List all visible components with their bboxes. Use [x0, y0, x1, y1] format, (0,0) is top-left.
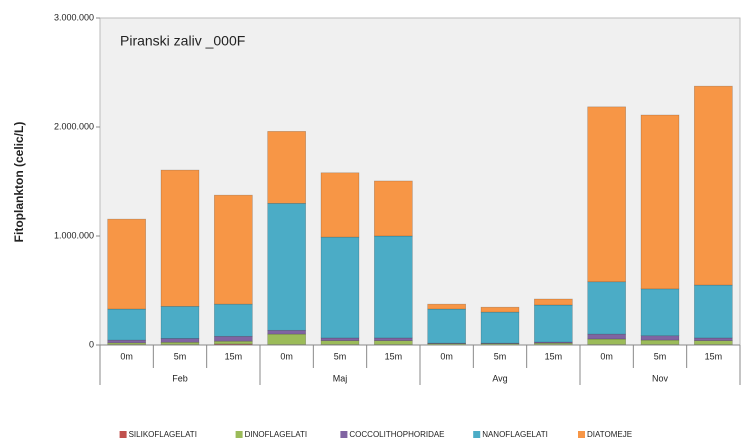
bar-segment [427, 303, 466, 310]
bar-segment [267, 333, 306, 345]
y-tick-label: 2.000.000 [54, 121, 94, 131]
bar-segment [534, 298, 573, 306]
bar-segment [640, 288, 680, 337]
legend-label: COCCOLITHOPHORIDAE [349, 430, 444, 439]
x-tick-label: 5m [494, 351, 507, 361]
bar-segment [587, 106, 626, 283]
bar-segment [267, 131, 306, 204]
bar-segment [480, 306, 520, 313]
legend-label: NANOFLAGELATI [482, 430, 548, 439]
group-label: Avg [492, 373, 507, 383]
bar-segment [160, 341, 200, 345]
group-label: Maj [333, 373, 348, 383]
bar-segment [694, 284, 733, 339]
x-tick-label: 15m [705, 351, 723, 361]
legend-swatch [119, 431, 127, 438]
bar-segment [480, 311, 520, 344]
legend-label: DINOFLAGELATI [245, 430, 308, 439]
bar-segment [160, 306, 200, 339]
bar-segment [214, 303, 253, 337]
x-tick-label: 5m [654, 351, 667, 361]
bar-segment [267, 203, 306, 331]
legend-swatch [473, 431, 481, 438]
x-tick-label: 0m [440, 351, 453, 361]
x-tick-label: 15m [385, 351, 403, 361]
legend-swatch [235, 431, 243, 438]
x-tick-label: 15m [225, 351, 243, 361]
x-tick-label: 5m [334, 351, 347, 361]
x-tick-label: 0m [600, 351, 613, 361]
bar-segment [694, 337, 733, 341]
bar-segment [640, 339, 680, 345]
bar-segment [534, 304, 573, 343]
bar-segment [320, 172, 360, 238]
bar-segment [214, 340, 253, 345]
bar-segment [107, 308, 146, 341]
bar-segment [587, 338, 626, 345]
x-tick-label: 15m [545, 351, 563, 361]
bar-segment [587, 333, 626, 340]
bar-segment [374, 180, 413, 237]
chart-title: Piranski zaliv _000F [120, 33, 245, 49]
y-tick-label: 1.000.000 [54, 230, 94, 240]
bar-segment [214, 194, 253, 305]
bar-segment [694, 340, 733, 345]
bar-segment [374, 337, 413, 341]
bar-segment [694, 85, 733, 286]
legend-label: SILIKOFLAGELATI [129, 430, 197, 439]
y-tick-label: 0 [89, 339, 94, 349]
bar-segment [320, 340, 360, 345]
x-tick-label: 5m [174, 351, 187, 361]
bar-segment [107, 339, 146, 344]
x-tick-label: 0m [120, 351, 133, 361]
group-label: Nov [652, 373, 669, 383]
legend-swatch [578, 431, 585, 438]
bar-segment [427, 308, 466, 344]
legend-label: DIATOMEJE [587, 430, 632, 439]
y-tick-label: 3.000.000 [54, 12, 94, 22]
bar-segment [267, 329, 306, 335]
bar-segment [587, 281, 626, 335]
bar-segment [160, 338, 200, 343]
bar-segment [160, 169, 200, 307]
bar-segment [107, 218, 146, 310]
bar-segment [214, 335, 253, 342]
y-axis-title: Fitoplankton (celic/L) [12, 122, 26, 243]
bar-segment [640, 335, 680, 341]
bar-segment [320, 337, 360, 341]
legend-swatch [340, 431, 348, 438]
bar-segment [640, 114, 680, 290]
bar-segment [374, 340, 413, 345]
plot-area [99, 17, 741, 346]
group-label: Feb [172, 373, 188, 383]
bar-segment [320, 236, 360, 339]
x-tick-label: 0m [280, 351, 293, 361]
bar-segment [374, 235, 413, 339]
